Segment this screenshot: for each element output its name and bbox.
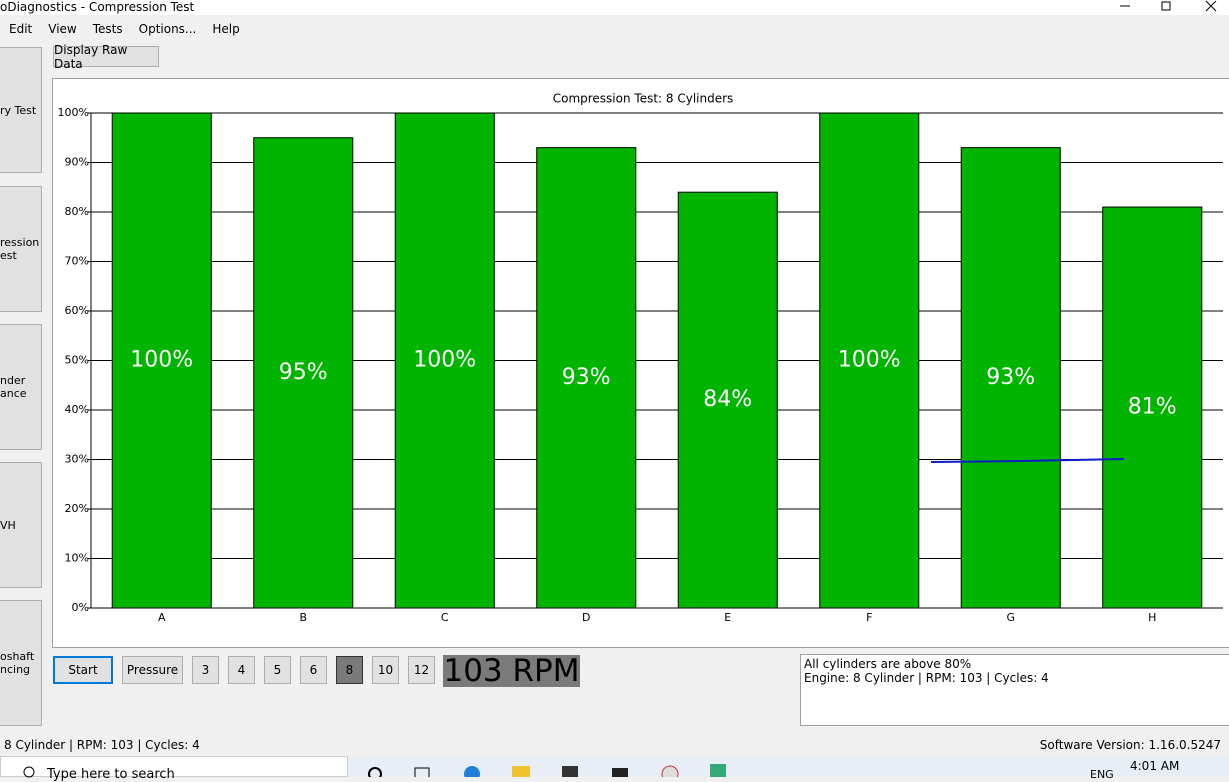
window-title: oDiagnostics - Compression Test [0, 0, 195, 14]
x-tick-label: C [441, 611, 449, 624]
bar [536, 147, 637, 609]
bar [394, 112, 495, 609]
chart: Compression Test: 8 Cylinders 0% 10% 20% 30… [58, 92, 1223, 624]
sidebar-label: oshaft [0, 650, 35, 663]
sidebar-button[interactable]: ression est [0, 186, 42, 312]
bar [111, 112, 212, 609]
y-tick-label: 0% [72, 601, 89, 614]
sidebar-button[interactable]: VH [0, 462, 42, 588]
sidebar-label: ry Test [0, 103, 37, 117]
value-label: 100% [413, 348, 476, 373]
chart-title: Compression Test: 8 Cylinders [553, 92, 734, 106]
cylinder-button[interactable]: 5 [264, 656, 291, 684]
sidebar-label: nder [0, 374, 26, 387]
x-tick-label: E [724, 611, 731, 624]
bar [253, 137, 354, 609]
search-box[interactable]: Type here to search [0, 756, 348, 782]
sidebar-label: ncing [0, 663, 31, 676]
language[interactable]: ENG [1090, 768, 1114, 781]
rpm-display: 103 RPM [443, 653, 580, 689]
value-label: 100% [130, 348, 193, 373]
message-box: All cylinders are above 80% Engine: 8 Cyl… [800, 654, 1229, 726]
status-right: Software Version: 1.16.0.5247 [1039, 738, 1221, 752]
pressure-button[interactable]: Pressure [122, 656, 183, 684]
y-tick-label: 40% [65, 403, 89, 416]
bar [1102, 206, 1203, 609]
x-tick-label: G [1006, 611, 1015, 624]
x-tick-label: D [582, 611, 590, 624]
stray-mark [930, 458, 1125, 463]
x-tick-label: H [1148, 611, 1156, 624]
menu-item[interactable]: Tests [92, 22, 123, 36]
menu-item[interactable]: Edit [9, 22, 33, 36]
value-label: 93% [562, 365, 611, 390]
value-label: 93% [986, 365, 1035, 390]
y-tick-label: 70% [65, 255, 89, 268]
y-tick-label: 80% [65, 205, 89, 218]
window-controls[interactable] [1110, 0, 1229, 14]
cylinder-button[interactable]: 12 [408, 656, 435, 684]
status-left: 8 Cylinder | RPM: 103 | Cycles: 4 [4, 738, 200, 752]
sidebar-button[interactable]: nder ance [0, 324, 42, 450]
x-tick-label: B [299, 611, 307, 624]
value-label: 100% [838, 348, 901, 373]
sidebar-label: ance [0, 387, 27, 400]
chart-panel: Compression Test: 8 Cylinders 0% 10% 20% 30… [52, 78, 1229, 648]
menu-item[interactable]: Help [212, 22, 240, 36]
clock[interactable]: 4:01 AM [1130, 759, 1180, 773]
display-raw-button[interactable]: Display Raw Data [53, 43, 159, 71]
value-label: 95% [279, 360, 328, 385]
message-line: All cylinders are above 80% [804, 657, 972, 671]
cylinder-button[interactable]: 8 [336, 656, 363, 684]
search-placeholder: Type here to search [47, 767, 175, 782]
y-tick-label: 10% [65, 552, 89, 565]
taskbar-icons[interactable] [360, 762, 740, 777]
y-tick-label: 20% [65, 502, 89, 515]
cylinder-button[interactable]: 6 [300, 656, 327, 684]
y-tick-label: 90% [65, 156, 89, 169]
menu-item[interactable]: View [48, 22, 77, 36]
cylinder-button[interactable]: 10 [372, 656, 399, 684]
sidebar-label: VH [0, 518, 16, 532]
value-label: 84% [703, 387, 752, 412]
bar [677, 191, 778, 609]
sidebar-label: ression [0, 236, 40, 249]
cylinder-button[interactable]: 4 [228, 656, 255, 684]
x-tick-label: A [158, 611, 166, 624]
start-button[interactable]: Start [53, 656, 113, 684]
y-tick-label: 50% [65, 354, 89, 367]
sidebar-label: est [0, 249, 17, 262]
y-tick-label: 60% [65, 304, 89, 317]
bar [960, 147, 1061, 609]
x-tick-label: F [866, 611, 872, 624]
value-label: 81% [1128, 395, 1177, 420]
sidebar-button[interactable]: oshaft ncing [0, 600, 42, 726]
menu-bar: Edit View Tests Options... Help [0, 20, 240, 40]
y-tick-label: 100% [58, 106, 89, 119]
title-bar: oDiagnostics - Compression Test [0, 0, 1229, 15]
cylinder-button[interactable]: 3 [192, 656, 219, 684]
message-line: Engine: 8 Cylinder | RPM: 103 | Cycles: … [804, 671, 1049, 685]
taskbar: Type here to search ENG 4:01 AM [0, 756, 1229, 782]
y-tick-label: 30% [65, 453, 89, 466]
menu-item[interactable]: Options... [138, 22, 197, 36]
sidebar-button[interactable]: ry Test [0, 47, 42, 173]
bar [819, 112, 920, 609]
